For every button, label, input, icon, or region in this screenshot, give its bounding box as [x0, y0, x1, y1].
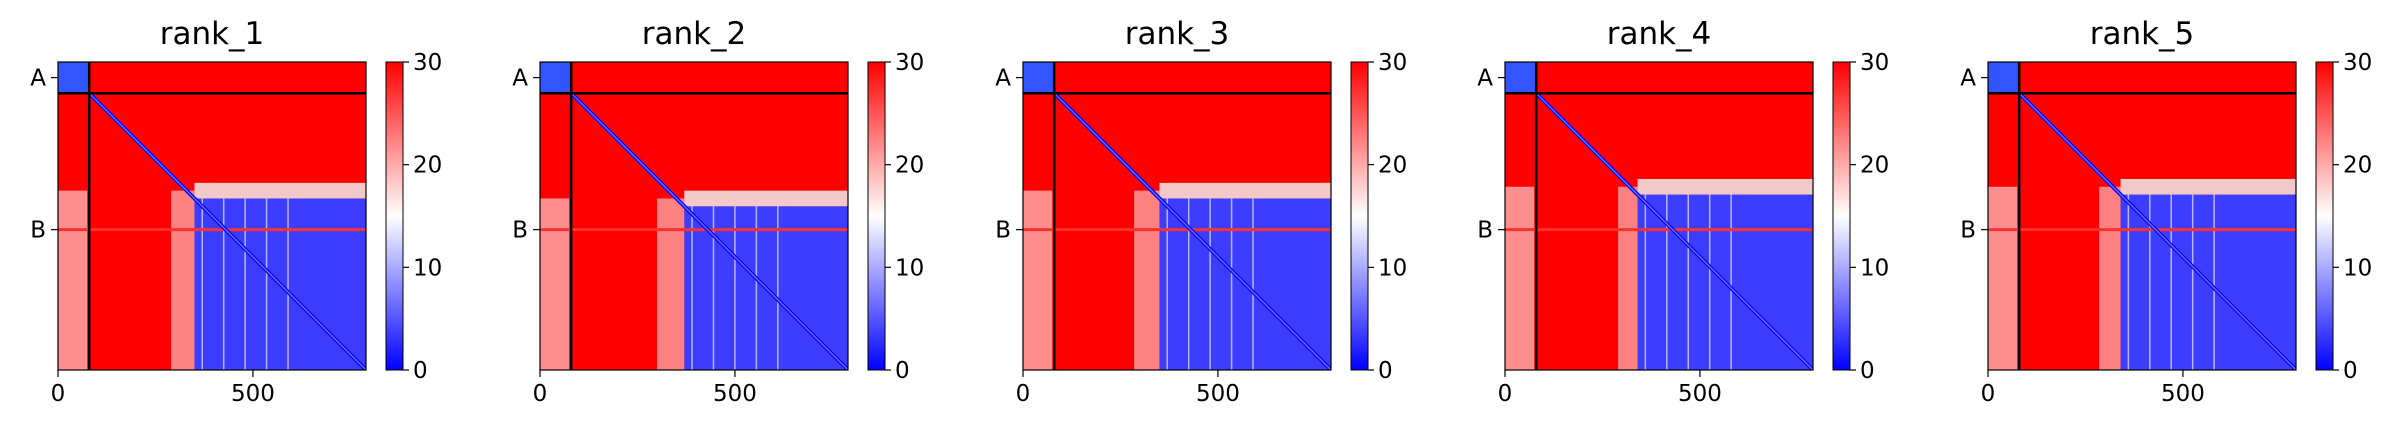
panel-title: rank_3	[1125, 16, 1230, 52]
colorbar-tick-label: 30	[1378, 50, 1407, 76]
diagonal-highlight	[2018, 92, 2296, 370]
pale-column-band	[1618, 186, 1638, 370]
pale-column-band	[1134, 190, 1160, 370]
axes-frame	[539, 61, 849, 371]
pae-panel-1: rank_1 0 500 A B 0 10 20 30	[30, 16, 442, 407]
x-tick-label: 500	[1196, 381, 1240, 407]
colorbar-tick-label: 0	[1860, 358, 1875, 384]
y-tick-label: B	[1960, 218, 1976, 244]
axes-frame	[1504, 61, 1814, 371]
x-tick-label: 0	[1016, 381, 1031, 407]
chain-a-block	[1023, 62, 1055, 94]
transition-band	[194, 182, 366, 199]
pale-column-band	[2099, 186, 2121, 370]
left-pale-strip	[1023, 190, 1053, 370]
y-tick-label: A	[995, 66, 1011, 92]
colorbar-tick-label: 20	[2343, 153, 2372, 179]
chain-a-block	[58, 62, 90, 94]
colorbar-tick-label: 30	[1860, 50, 1889, 76]
y-tick-label: B	[995, 218, 1011, 244]
diagonal-highlight	[88, 92, 366, 370]
colorbar	[385, 61, 404, 371]
transition-band	[1637, 178, 1813, 195]
chain-a-block	[540, 62, 572, 94]
heatmap	[1988, 62, 2296, 370]
pae-panel-3: rank_3 0 500 A B 0 10 20 30	[995, 16, 1407, 407]
panel-title: rank_5	[2090, 16, 2195, 52]
panel-title: rank_4	[1607, 16, 1712, 52]
x-tick-label: 500	[1678, 381, 1722, 407]
y-tick-label: B	[512, 218, 528, 244]
left-pale-strip	[1505, 186, 1535, 370]
pale-column-band	[656, 198, 685, 370]
colorbar	[2315, 61, 2334, 371]
panel-title: rank_1	[160, 16, 265, 52]
colorbar-tick-label: 20	[895, 153, 924, 179]
colorbar-tick-label: 30	[413, 50, 442, 76]
chain-a-block	[1988, 62, 2020, 94]
colorbar-tick-label: 20	[1378, 153, 1407, 179]
x-tick-label: 0	[51, 381, 66, 407]
left-pale-strip	[1988, 186, 2018, 370]
axes-frame	[1987, 61, 2297, 371]
y-tick-label: A	[512, 66, 528, 92]
y-tick-label: A	[1960, 66, 1976, 92]
colorbar-tick-label: 30	[2343, 50, 2372, 76]
y-tick-label: B	[1477, 218, 1493, 244]
pae-panel-4: rank_4 0 500 A B 0 10 20 30	[1477, 16, 1889, 407]
transition-band	[2120, 178, 2296, 195]
y-tick-label: B	[30, 218, 46, 244]
axes-frame	[57, 61, 367, 371]
colorbar-tick-label: 20	[413, 153, 442, 179]
colorbar-tick-label: 30	[895, 50, 924, 76]
diagonal-highlight	[1535, 92, 1813, 370]
x-tick-label: 0	[533, 381, 548, 407]
left-pale-strip	[58, 190, 88, 370]
colorbar-tick-label: 10	[1860, 255, 1889, 281]
panel-title: rank_2	[642, 16, 747, 52]
x-tick-label: 0	[1498, 381, 1513, 407]
heatmap	[1023, 62, 1331, 370]
heatmap	[540, 62, 848, 370]
pae-panel-5: rank_5 0 500 A B 0 10 20 30	[1960, 16, 2372, 407]
transition-band	[1159, 182, 1331, 199]
heatmap	[58, 62, 366, 370]
y-tick-label: A	[1477, 66, 1493, 92]
colorbar	[867, 61, 886, 371]
colorbar-tick-label: 0	[895, 358, 910, 384]
colorbar-tick-label: 0	[413, 358, 428, 384]
colorbar-tick-label: 0	[2343, 358, 2358, 384]
pale-column-band	[171, 190, 195, 370]
diagonal-highlight	[570, 92, 848, 370]
colorbar-tick-label: 10	[895, 255, 924, 281]
y-tick-label: A	[30, 66, 46, 92]
x-tick-label: 500	[2161, 381, 2205, 407]
left-pale-strip	[540, 198, 570, 370]
colorbar-tick-label: 0	[1378, 358, 1393, 384]
x-tick-label: 500	[231, 381, 275, 407]
heatmap	[1505, 62, 1813, 370]
transition-band	[684, 190, 848, 207]
chain-a-block	[1505, 62, 1537, 94]
x-tick-label: 0	[1981, 381, 1996, 407]
x-tick-label: 500	[713, 381, 757, 407]
colorbar	[1350, 61, 1369, 371]
colorbar-tick-label: 10	[2343, 255, 2372, 281]
pae-panel-2: rank_2 0 500 A B 0 10 20 30	[512, 16, 924, 407]
colorbar-tick-label: 10	[413, 255, 442, 281]
colorbar-tick-label: 10	[1378, 255, 1407, 281]
colorbar-tick-label: 20	[1860, 153, 1889, 179]
colorbar	[1832, 61, 1851, 371]
axes-frame	[1022, 61, 1332, 371]
diagonal-highlight	[1053, 92, 1331, 370]
